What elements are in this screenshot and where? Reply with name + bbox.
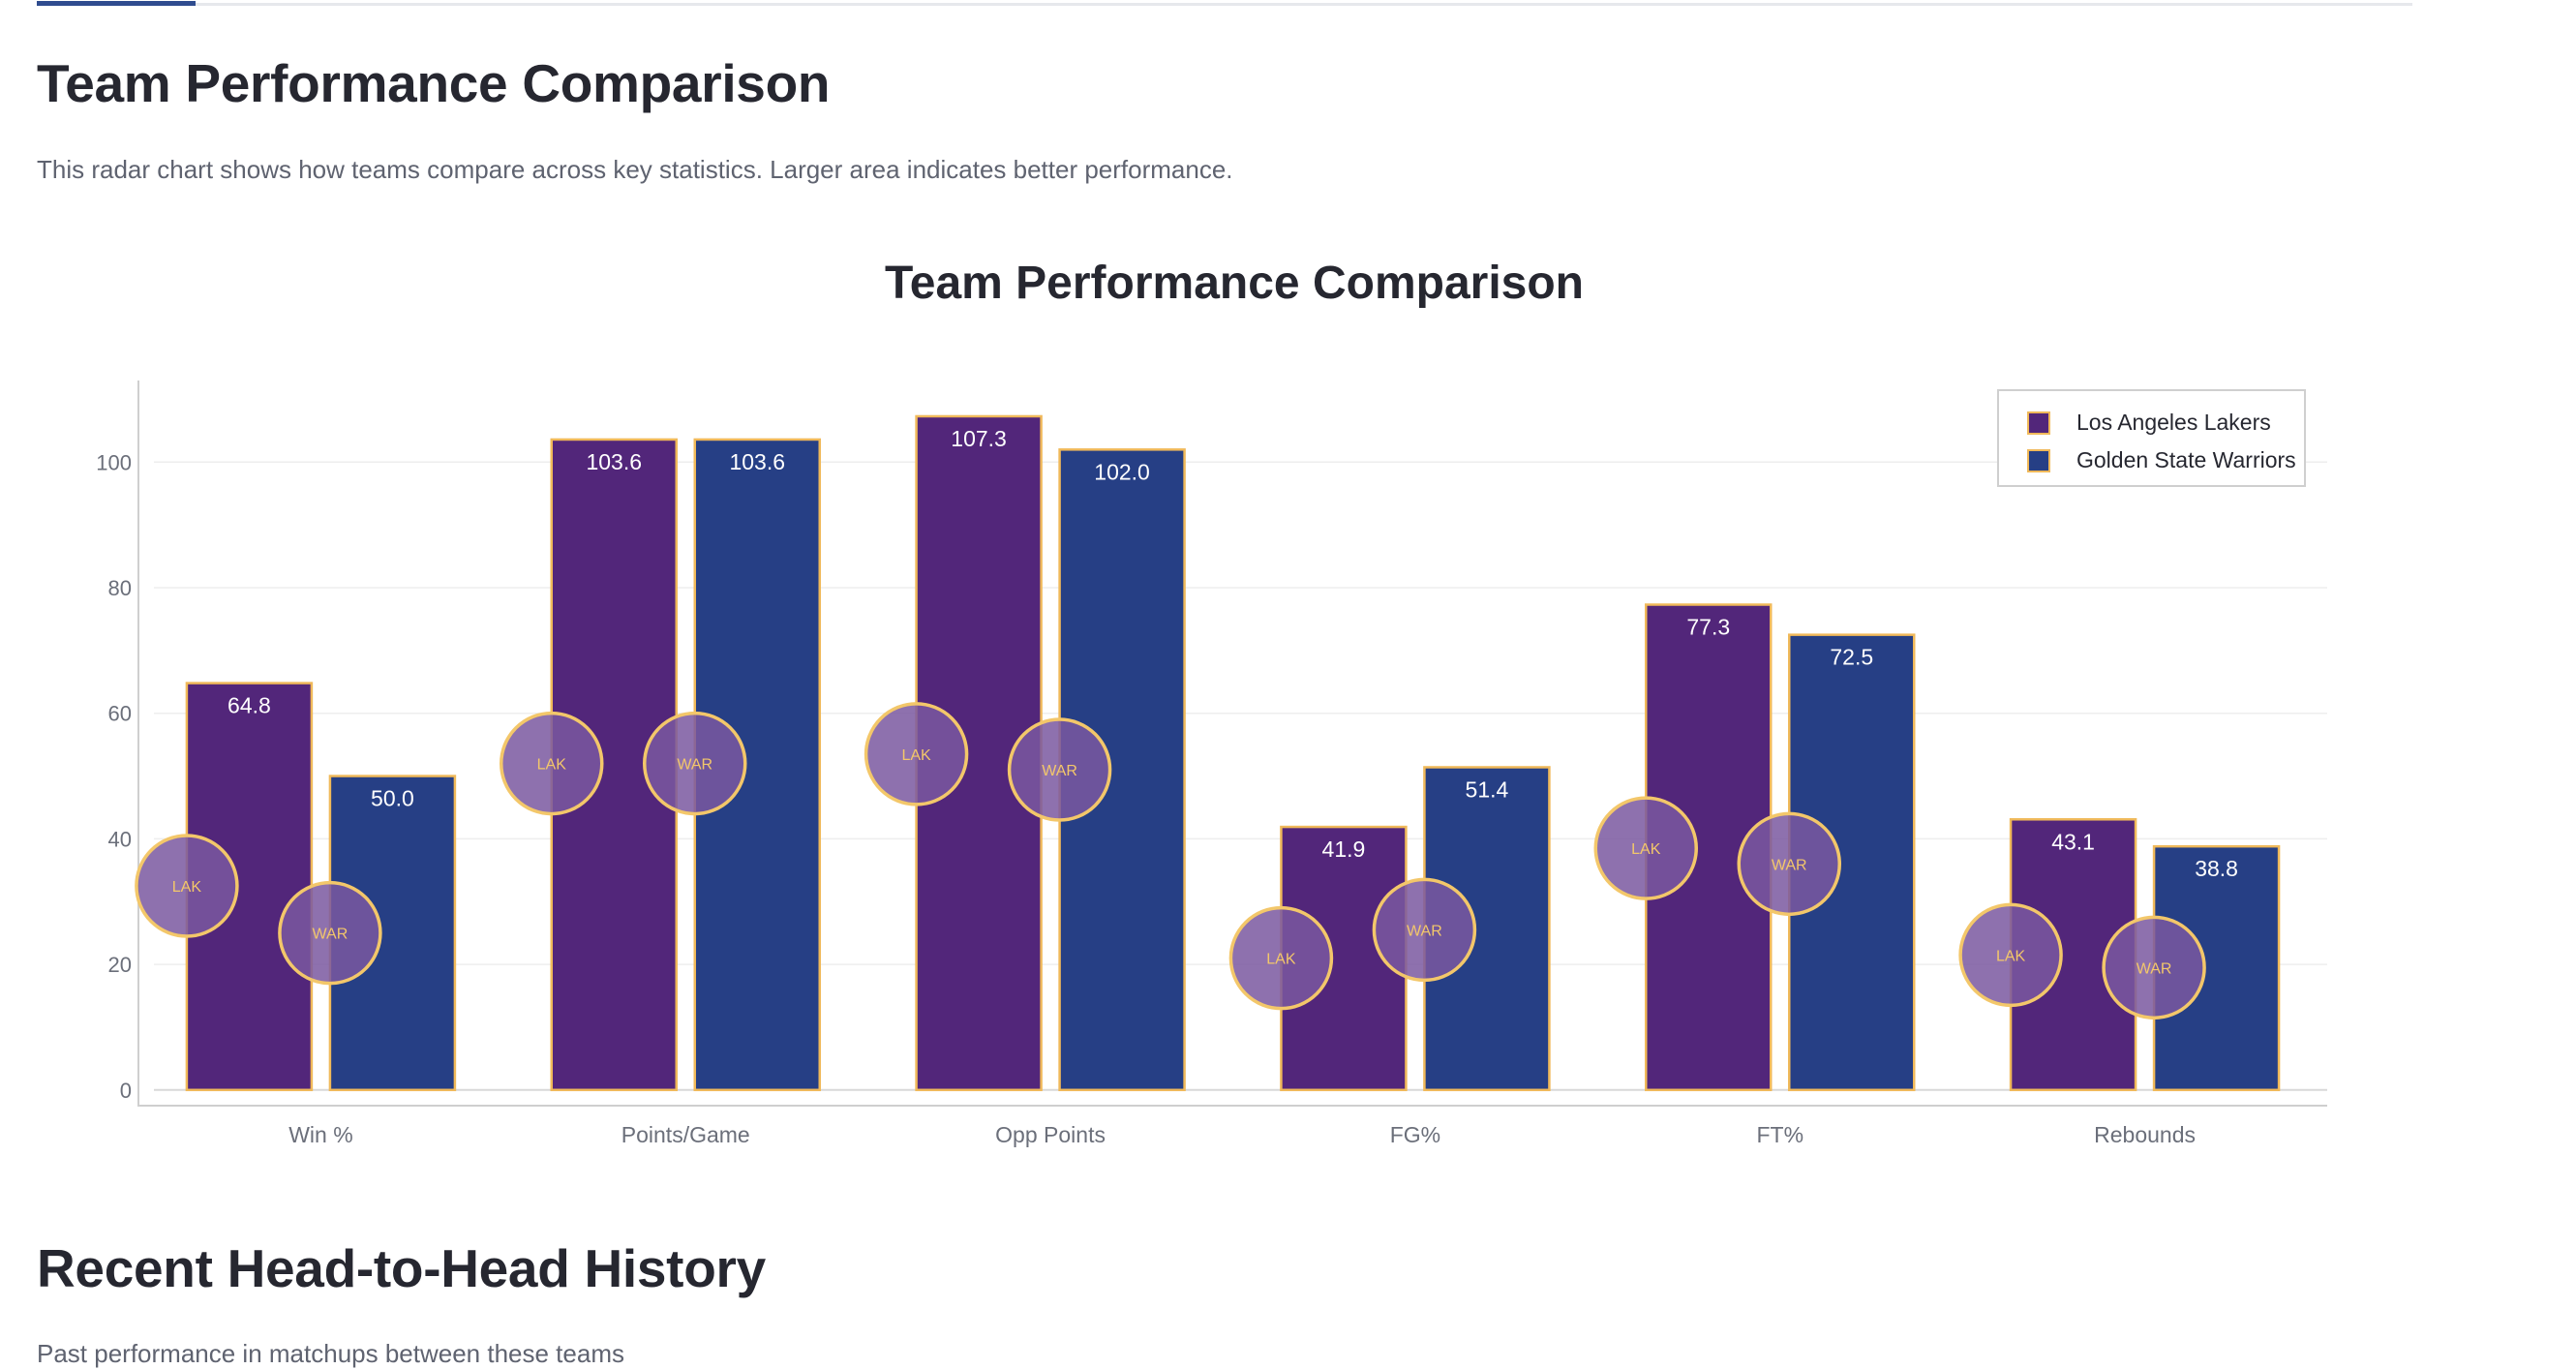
team-badge-lak xyxy=(1958,902,2063,1008)
bar-value-label: 107.3 xyxy=(951,426,1007,451)
team-badge-label: WAR xyxy=(1407,923,1442,939)
legend-label: Los Angeles Lakers xyxy=(2076,410,2271,435)
team-badge-label: WAR xyxy=(677,757,712,774)
team-badge-label: WAR xyxy=(1772,857,1807,873)
team-badge-label: WAR xyxy=(313,927,349,943)
x-tick-label: FG% xyxy=(1390,1122,1440,1147)
y-tick-label: 80 xyxy=(108,576,132,600)
x-tick-label: Win % xyxy=(288,1122,352,1147)
team-badge-label: WAR xyxy=(1042,763,1077,779)
team-badge-label: LAK xyxy=(172,879,202,896)
section-description-head-to-head: Past performance in matchups between the… xyxy=(37,1339,624,1368)
team-badge-lak xyxy=(864,702,969,806)
bar-value-label: 41.9 xyxy=(1322,837,1366,862)
team-badge-lak xyxy=(1228,905,1334,1011)
chart-axes: 0 20 40 60 80 100 Win % Points/Game Opp Points FG… xyxy=(96,380,2327,1147)
chart-legend: Los Angeles Lakers Golden State Warriors xyxy=(1997,389,2306,487)
page-title: Team Performance Comparison xyxy=(37,53,831,113)
tab-track xyxy=(37,3,2412,6)
bar-value-label: 103.6 xyxy=(586,449,642,474)
section-description: This radar chart shows how teams compare… xyxy=(37,155,1233,184)
y-tick-label: 20 xyxy=(108,953,132,977)
chart-title: Team Performance Comparison xyxy=(885,258,1584,309)
tab-bar xyxy=(37,0,2412,6)
y-tick-label: 100 xyxy=(96,450,132,474)
x-tick-label: Points/Game xyxy=(621,1122,750,1147)
team-badge-war xyxy=(1372,877,1477,983)
y-tick-label: 60 xyxy=(108,702,132,726)
bar-value-label: 51.4 xyxy=(1466,776,1509,802)
chart-badges: LAK LAK LAK LAK LAK LAK WAR WAR WAR WAR WAR WAR xyxy=(135,702,2206,1020)
x-tick-label: Rebounds xyxy=(2094,1122,2196,1147)
team-badge-lak xyxy=(1593,796,1698,900)
team-badge-label: LAK xyxy=(1266,952,1296,968)
bar-value-label: 77.3 xyxy=(1686,615,1730,640)
team-badge-war xyxy=(643,711,747,816)
chart-gridlines xyxy=(154,461,2327,965)
team-badge-label: LAK xyxy=(1996,948,2026,964)
tab-active-indicator[interactable] xyxy=(37,1,196,6)
team-badge-label: WAR xyxy=(2137,960,2172,977)
team-badge-label: LAK xyxy=(901,747,931,764)
team-badge-war xyxy=(1737,811,1841,917)
bar-value-label: 103.6 xyxy=(729,449,785,474)
y-tick-label: 0 xyxy=(120,1079,132,1103)
legend-swatch-lak xyxy=(2027,411,2050,435)
bar-value-label: 102.0 xyxy=(1094,459,1150,484)
team-badge-war xyxy=(2102,915,2206,1020)
team-badge-label: LAK xyxy=(1631,841,1661,858)
team-badge-label: LAK xyxy=(537,757,567,774)
bar-value-label: 50.0 xyxy=(371,786,414,811)
legend-swatch-war xyxy=(2027,449,2050,472)
bar-value-label: 64.8 xyxy=(227,693,271,718)
team-badge-war xyxy=(278,880,382,986)
team-badge-lak xyxy=(500,711,604,816)
legend-label: Golden State Warriors xyxy=(2076,447,2296,472)
section-title-head-to-head: Recent Head-to-Head History xyxy=(37,1238,766,1298)
bar-chart: Team Performance Comparison 0 20 40 60 80 100… xyxy=(96,258,2327,1147)
y-tick-label: 40 xyxy=(108,827,132,851)
x-tick-label: FT% xyxy=(1756,1122,1803,1147)
x-tick-label: Opp Points xyxy=(995,1122,1106,1147)
bar-value-label: 38.8 xyxy=(2195,856,2238,881)
team-badge-lak xyxy=(135,834,239,938)
bar-value-label: 43.1 xyxy=(2051,829,2095,854)
team-badge-war xyxy=(1007,717,1112,822)
bar-value-label: 72.5 xyxy=(1830,645,1873,670)
